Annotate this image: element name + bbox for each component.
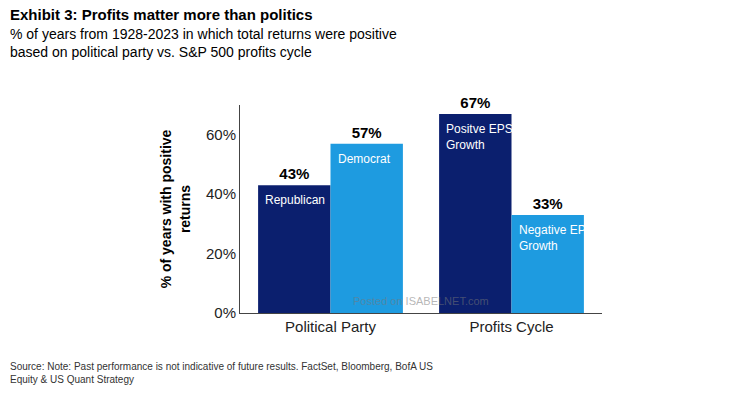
svg-text:60%: 60% <box>206 126 236 143</box>
svg-text:Source: Note: Past performance: Source: Note: Past performance is not in… <box>10 361 433 385</box>
svg-text:57%: 57% <box>352 124 382 141</box>
svg-text:% of years with positivereturn: % of years with positivereturns <box>158 129 192 288</box>
svg-text:Negative EPSGrowth: Negative EPSGrowth <box>519 223 594 253</box>
svg-text:% of years from 1928-2023 in w: % of years from 1928-2023 in which total… <box>10 26 397 60</box>
svg-text:Republican: Republican <box>265 193 325 207</box>
svg-text:33%: 33% <box>533 195 563 212</box>
svg-text:Positve EPSGrowth: Positve EPSGrowth <box>446 122 513 152</box>
svg-text:43%: 43% <box>279 165 309 182</box>
svg-text:67%: 67% <box>460 94 490 111</box>
svg-text:Exhibit 3: Profits matter more: Exhibit 3: Profits matter more than poli… <box>10 6 313 23</box>
svg-text:Political Party: Political Party <box>285 318 376 335</box>
svg-text:20%: 20% <box>206 245 236 262</box>
svg-text:Posted on ISABELNET.com: Posted on ISABELNET.com <box>353 295 489 307</box>
svg-text:0%: 0% <box>214 304 236 321</box>
svg-text:Democrat: Democrat <box>338 152 391 166</box>
svg-text:40%: 40% <box>206 185 236 202</box>
svg-text:Profits Cycle: Profits Cycle <box>469 318 553 335</box>
